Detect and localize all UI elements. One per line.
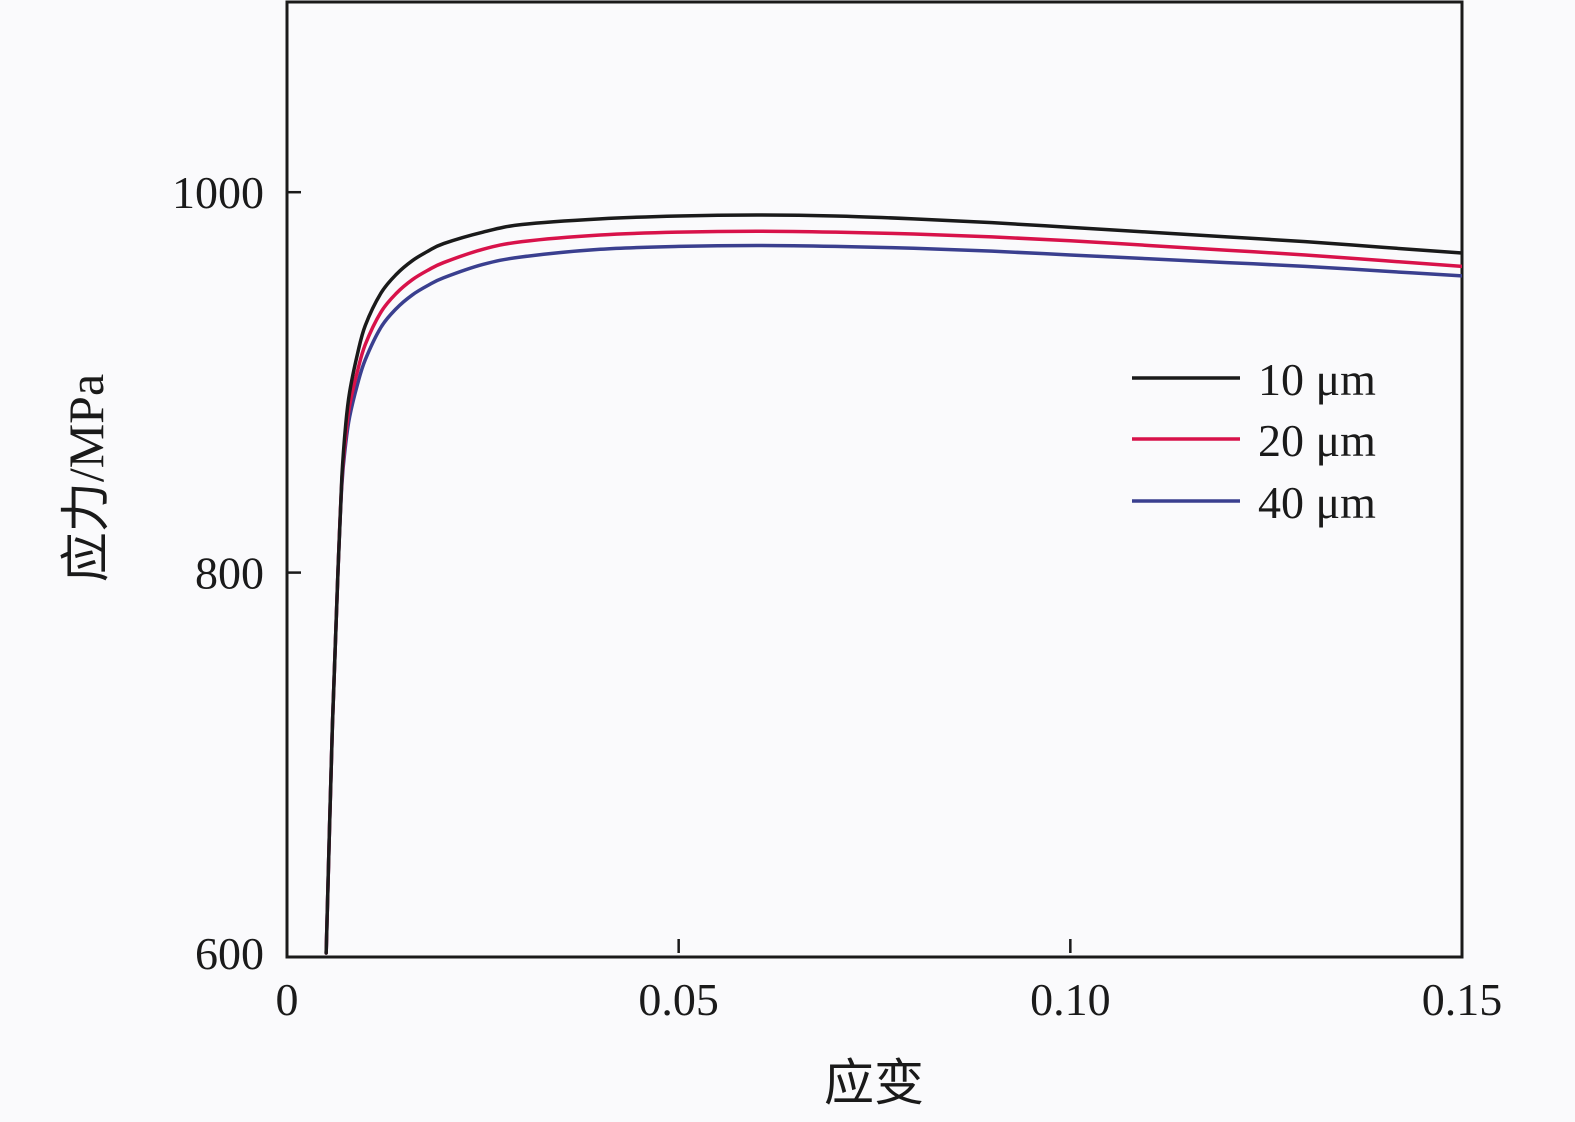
legend-label: 40 μm xyxy=(1258,477,1376,528)
series-lines xyxy=(324,213,1462,955)
x-axis-title: 应变 xyxy=(824,1055,924,1111)
y-axis-title: 应力/MPa xyxy=(58,374,114,582)
x-tick-label: 0 xyxy=(276,974,299,1025)
plot-area xyxy=(285,0,1464,959)
legend-label: 20 μm xyxy=(1258,415,1376,466)
y-tick-label: 1000 xyxy=(172,167,264,218)
x-tick-label: 0.10 xyxy=(1030,974,1111,1025)
x-axis-ticks: 0 0.05 0.10 0.15 xyxy=(276,939,1503,1025)
y-tick-label: 600 xyxy=(195,928,264,979)
x-tick-label: 0.15 xyxy=(1422,974,1503,1025)
y-axis-ticks: 600 800 1000 xyxy=(172,167,301,979)
legend: 10 μm 20 μm 40 μm xyxy=(1132,354,1376,528)
y-tick-label: 800 xyxy=(195,548,264,599)
legend-label: 10 μm xyxy=(1258,354,1376,405)
series-line-1 xyxy=(324,213,1462,955)
x-tick-label: 0.05 xyxy=(638,974,719,1025)
